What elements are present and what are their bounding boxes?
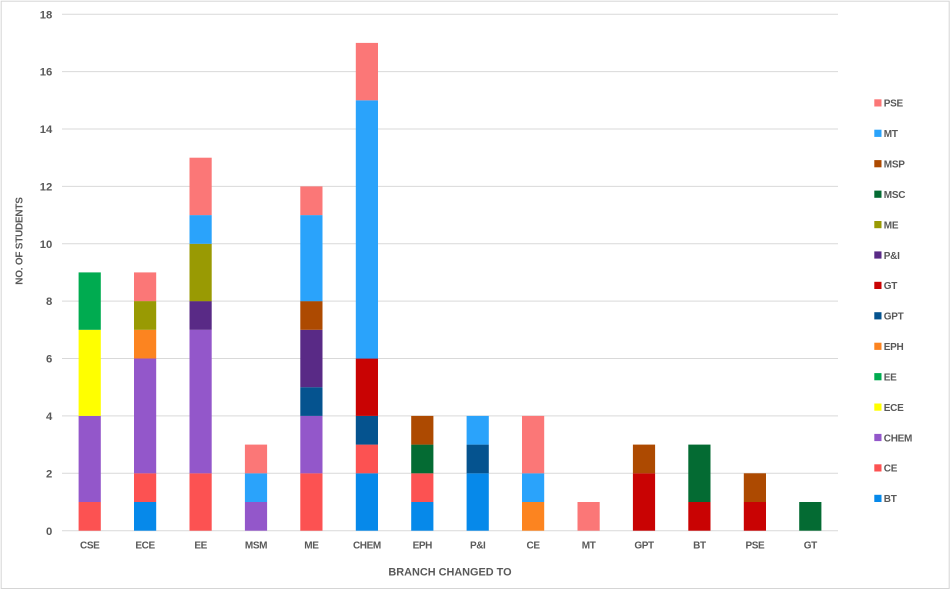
svg-text:10: 10 [40,239,53,251]
svg-text:2: 2 [46,468,52,480]
svg-text:ECE: ECE [884,403,904,414]
svg-text:BT: BT [884,494,897,505]
svg-text:CHEM: CHEM [884,433,912,444]
svg-text:8: 8 [46,296,52,308]
svg-text:CSE: CSE [80,541,100,552]
svg-text:GPT: GPT [634,541,654,552]
svg-text:CE: CE [884,464,898,475]
svg-text:18: 18 [40,9,53,21]
svg-text:14: 14 [40,124,53,136]
svg-text:0: 0 [46,526,52,538]
svg-text:ME: ME [884,220,899,231]
svg-text:MT: MT [582,541,596,552]
svg-text:MT: MT [884,129,898,140]
svg-text:CE: CE [527,541,541,552]
svg-text:12: 12 [40,182,53,194]
svg-text:PSE: PSE [884,99,904,110]
svg-text:6: 6 [46,354,52,366]
svg-text:BRANCH CHANGED TO: BRANCH CHANGED TO [388,567,512,579]
svg-text:GT: GT [884,281,897,292]
svg-text:GT: GT [804,541,817,552]
svg-text:CHEM: CHEM [353,541,381,552]
svg-text:MSC: MSC [884,190,905,201]
svg-text:EE: EE [194,541,207,552]
svg-text:P&I: P&I [470,541,486,552]
svg-text:EPH: EPH [884,342,904,353]
svg-text:ME: ME [304,541,319,552]
svg-text:MSP: MSP [884,160,905,171]
svg-text:ECE: ECE [135,541,155,552]
svg-text:BT: BT [693,541,706,552]
svg-text:PSE: PSE [745,541,765,552]
svg-text:P&I: P&I [884,251,900,262]
svg-text:GPT: GPT [884,312,904,323]
svg-text:4: 4 [46,411,53,423]
svg-text:MSM: MSM [245,541,267,552]
svg-text:EE: EE [884,373,897,384]
svg-text:16: 16 [40,67,53,79]
svg-text:NO. OF STUDENTS: NO. OF STUDENTS [15,197,26,285]
svg-text:EPH: EPH [413,541,433,552]
